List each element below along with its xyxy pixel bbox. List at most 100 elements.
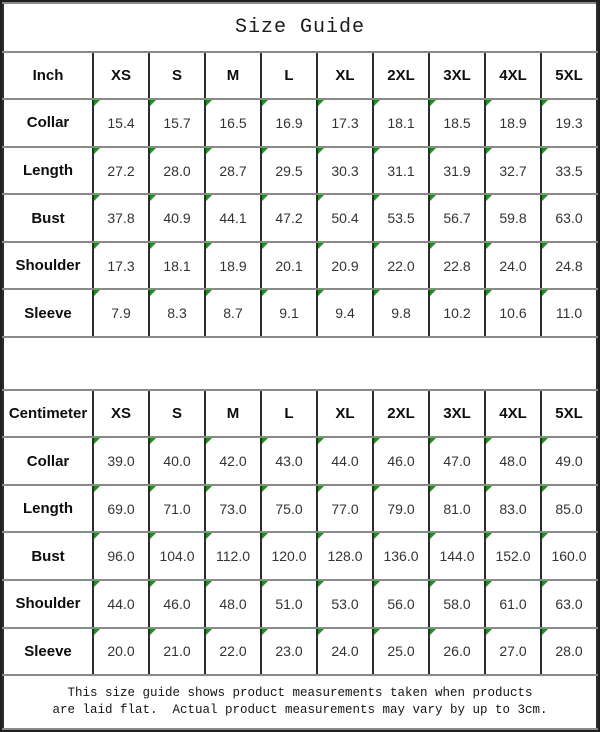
green-corner-flag-icon — [151, 581, 156, 587]
measurement-cell: 28.7 — [204, 145, 262, 196]
green-corner-flag-icon — [319, 291, 324, 297]
measurement-cell: 128.0 — [316, 531, 374, 581]
green-corner-flag-icon — [207, 534, 212, 540]
measurement-cell: 20.0 — [92, 626, 150, 677]
measurement-cell: 44.0 — [92, 578, 150, 629]
measurement-value: 30.3 — [331, 162, 359, 179]
green-corner-flag-icon — [487, 243, 492, 249]
measurement-cell: 59.8 — [484, 193, 542, 243]
measurement-cell: 75.0 — [260, 483, 318, 534]
measurement-cell: 24.0 — [316, 626, 374, 677]
measurement-cell: 11.0 — [540, 288, 598, 338]
measurement-value: 18.9 — [499, 114, 527, 131]
measurement-cell: 16.5 — [204, 98, 262, 148]
measurement-value: 21.0 — [163, 643, 191, 660]
green-corner-flag-icon — [431, 148, 436, 154]
green-corner-flag-icon — [543, 534, 548, 540]
measurement-value: 27.2 — [107, 162, 135, 179]
measurement-cell: 24.8 — [540, 240, 598, 291]
measurement-cell: 31.9 — [428, 145, 486, 196]
measurement-cell: 120.0 — [260, 531, 318, 581]
measurement-value: 47.0 — [443, 453, 471, 470]
measurement-cell: 9.1 — [260, 288, 318, 338]
measurement-cell: 10.6 — [484, 288, 542, 338]
row-label-shoulder: Shoulder — [2, 578, 94, 629]
measurement-value: 17.3 — [331, 114, 359, 131]
measurement-value: 47.2 — [275, 210, 303, 227]
green-corner-flag-icon — [487, 196, 492, 202]
measurement-value: 18.1 — [387, 114, 415, 131]
measurement-value: 53.5 — [387, 210, 415, 227]
measurement-value: 20.9 — [331, 257, 359, 274]
measurement-value: 18.9 — [219, 257, 247, 274]
size-header-xl: XL — [316, 388, 374, 439]
measurement-cell: 83.0 — [484, 483, 542, 534]
green-corner-flag-icon — [375, 291, 380, 297]
size-header-s: S — [148, 388, 206, 439]
green-corner-flag-icon — [319, 534, 324, 540]
measurement-value: 160.0 — [551, 548, 587, 565]
measurement-cell: 85.0 — [540, 483, 598, 534]
measurement-value: 77.0 — [331, 500, 359, 517]
measurement-cell: 63.0 — [540, 193, 598, 243]
green-corner-flag-icon — [151, 439, 156, 445]
green-corner-flag-icon — [543, 439, 548, 445]
measurement-cell: 24.0 — [484, 240, 542, 291]
measurement-cell: 49.0 — [540, 436, 598, 486]
green-corner-flag-icon — [543, 629, 548, 635]
measurement-cell: 28.0 — [148, 145, 206, 196]
measurement-cell: 30.3 — [316, 145, 374, 196]
green-corner-flag-icon — [207, 243, 212, 249]
green-corner-flag-icon — [487, 486, 492, 492]
measurement-value: 9.8 — [391, 305, 411, 322]
footer-note-line2: are laid flat. Actual product measuremen… — [52, 703, 548, 718]
measurement-value: 20.0 — [107, 643, 135, 660]
green-corner-flag-icon — [375, 148, 380, 154]
green-corner-flag-icon — [263, 581, 268, 587]
measurement-value: 56.7 — [443, 210, 471, 227]
size-header-2xl: 2XL — [372, 50, 430, 101]
size-header-xl: XL — [316, 50, 374, 101]
green-corner-flag-icon — [319, 486, 324, 492]
measurement-cell: 7.9 — [92, 288, 150, 338]
green-corner-flag-icon — [375, 486, 380, 492]
measurement-value: 37.8 — [107, 210, 135, 227]
row-label-shoulder: Shoulder — [2, 240, 94, 291]
measurement-cell: 28.0 — [540, 626, 598, 677]
measurement-cell: 37.8 — [92, 193, 150, 243]
green-corner-flag-icon — [487, 629, 492, 635]
measurement-cell: 69.0 — [92, 483, 150, 534]
measurement-value: 49.0 — [555, 453, 583, 470]
green-corner-flag-icon — [375, 534, 380, 540]
green-corner-flag-icon — [207, 629, 212, 635]
green-corner-flag-icon — [151, 243, 156, 249]
green-corner-flag-icon — [375, 243, 380, 249]
measurement-cell: 15.7 — [148, 98, 206, 148]
measurement-value: 40.9 — [163, 210, 191, 227]
row-label-collar: Collar — [2, 98, 94, 148]
green-corner-flag-icon — [319, 581, 324, 587]
measurement-value: 71.0 — [163, 500, 191, 517]
measurement-value: 24.0 — [499, 257, 527, 274]
measurement-cell: 56.7 — [428, 193, 486, 243]
measurement-value: 79.0 — [387, 500, 415, 517]
green-corner-flag-icon — [319, 101, 324, 107]
row-label-sleeve: Sleeve — [2, 626, 94, 677]
measurement-cell: 79.0 — [372, 483, 430, 534]
green-corner-flag-icon — [95, 486, 100, 492]
measurement-cell: 104.0 — [148, 531, 206, 581]
green-corner-flag-icon — [151, 196, 156, 202]
measurement-value: 22.0 — [387, 257, 415, 274]
measurement-cell: 22.8 — [428, 240, 486, 291]
measurement-cell: 40.9 — [148, 193, 206, 243]
measurement-cell: 8.7 — [204, 288, 262, 338]
measurement-value: 51.0 — [275, 595, 303, 612]
measurement-value: 144.0 — [439, 548, 475, 565]
measurement-value: 29.5 — [275, 162, 303, 179]
measurement-cell: 17.3 — [92, 240, 150, 291]
measurement-value: 63.0 — [555, 210, 583, 227]
green-corner-flag-icon — [375, 581, 380, 587]
measurement-value: 40.0 — [163, 453, 191, 470]
measurement-cell: 44.0 — [316, 436, 374, 486]
size-header-3xl: 3XL — [428, 388, 486, 439]
